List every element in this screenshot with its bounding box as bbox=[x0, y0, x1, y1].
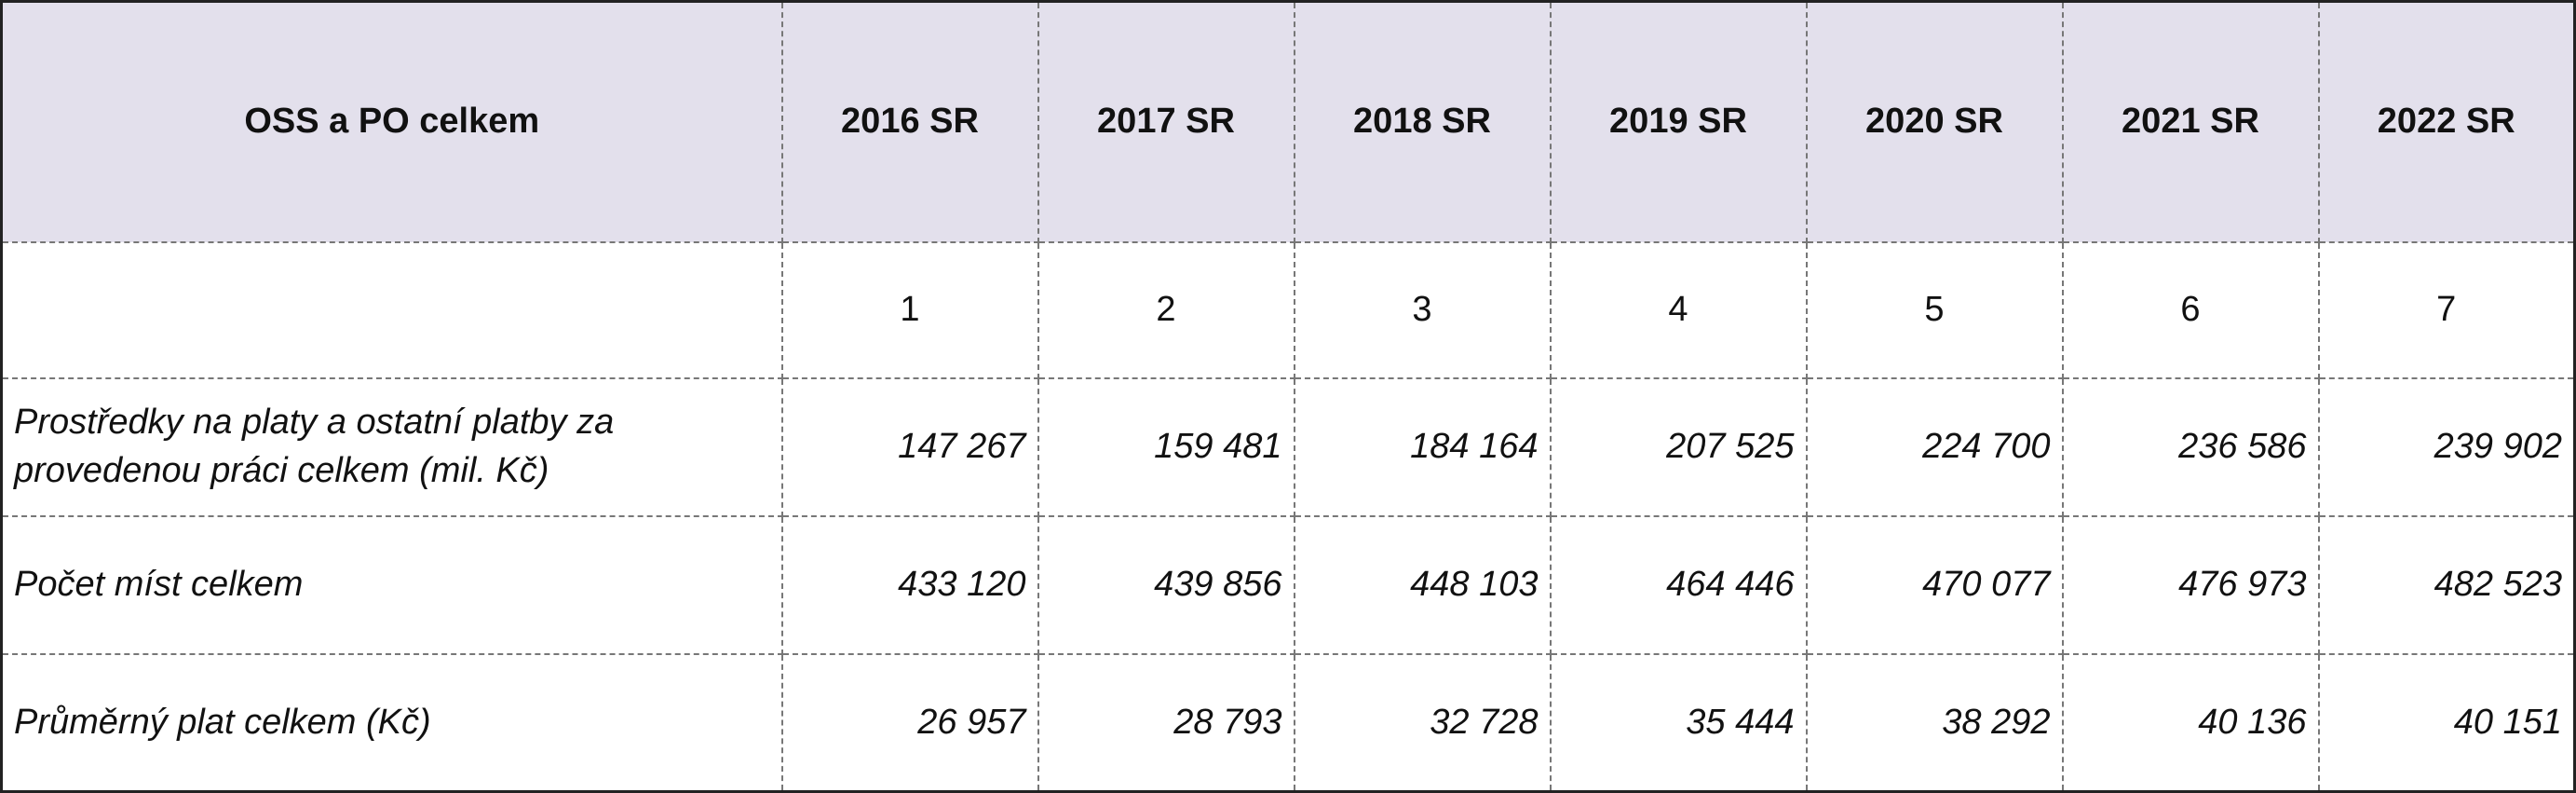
data-row: Prostředky na platy a ostatní platby za … bbox=[0, 376, 2576, 517]
header-cell: 2022 SR bbox=[2317, 0, 2576, 243]
row-label: Prostředky na platy a ostatní platby za … bbox=[0, 376, 783, 517]
value-cell: 32 728 bbox=[1293, 652, 1552, 793]
value-cell: 159 481 bbox=[1037, 376, 1295, 517]
column-number: 3 bbox=[1293, 240, 1552, 379]
header-cell: 2020 SR bbox=[1805, 0, 2064, 243]
value-cell: 476 973 bbox=[2061, 514, 2320, 655]
value-cell: 35 444 bbox=[1549, 652, 1808, 793]
value-cell: 470 077 bbox=[1805, 514, 2064, 655]
column-number: 1 bbox=[780, 240, 1039, 379]
header-row: OSS a PO celkem 2016 SR 2017 SR 2018 SR 2019… bbox=[0, 0, 2576, 243]
value-cell: 38 292 bbox=[1805, 652, 2064, 793]
column-number: 2 bbox=[1037, 240, 1295, 379]
value-cell: 239 902 bbox=[2317, 376, 2576, 517]
data-row: Počet míst celkem 433 120 439 856 448 103 46… bbox=[0, 514, 2576, 655]
value-cell: 147 267 bbox=[780, 376, 1039, 517]
value-cell: 207 525 bbox=[1549, 376, 1808, 517]
value-cell: 224 700 bbox=[1805, 376, 2064, 517]
header-cell: 2021 SR bbox=[2061, 0, 2320, 243]
row-label: Průměrný plat celkem (Kč) bbox=[0, 652, 783, 793]
table-body: 1 2 3 4 5 6 7 Prostředky na platy a ostatní pla… bbox=[0, 240, 2576, 793]
column-number: 6 bbox=[2061, 240, 2320, 379]
value-cell: 482 523 bbox=[2317, 514, 2576, 655]
column-number: 7 bbox=[2317, 240, 2576, 379]
value-cell: 26 957 bbox=[780, 652, 1039, 793]
row-label: Počet míst celkem bbox=[0, 514, 783, 655]
value-cell: 433 120 bbox=[780, 514, 1039, 655]
header-cell: 2016 SR bbox=[780, 0, 1039, 243]
value-cell: 40 136 bbox=[2061, 652, 2320, 793]
value-cell: 28 793 bbox=[1037, 652, 1295, 793]
value-cell: 464 446 bbox=[1549, 514, 1808, 655]
header-cell: 2018 SR bbox=[1293, 0, 1552, 243]
data-row: Průměrný plat celkem (Kč) 26 957 28 793 32 … bbox=[0, 652, 2576, 793]
column-number: 4 bbox=[1549, 240, 1808, 379]
header-cell: 2017 SR bbox=[1037, 0, 1295, 243]
value-cell: 236 586 bbox=[2061, 376, 2320, 517]
value-cell: 448 103 bbox=[1293, 514, 1552, 655]
value-cell: 40 151 bbox=[2317, 652, 2576, 793]
header-cell: 2019 SR bbox=[1549, 0, 1808, 243]
header-cell: OSS a PO celkem bbox=[0, 0, 783, 243]
value-cell: 439 856 bbox=[1037, 514, 1295, 655]
empty-cell bbox=[0, 240, 783, 379]
value-cell: 184 164 bbox=[1293, 376, 1552, 517]
column-number: 5 bbox=[1805, 240, 2064, 379]
